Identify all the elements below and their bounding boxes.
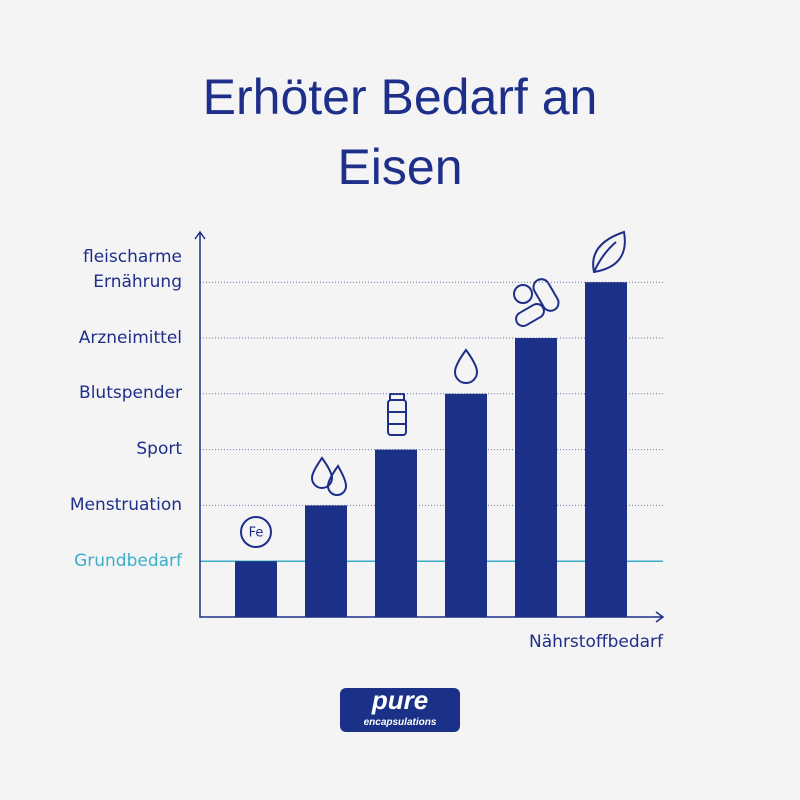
pill-icon <box>513 284 533 304</box>
bottle-icon <box>387 399 407 436</box>
y-tick-label: Menstruation <box>69 494 182 515</box>
chart-title: Erhöter Bedarf an Eisen <box>202 69 598 195</box>
bar <box>515 338 557 617</box>
y-tick-label: Grundbedarf <box>74 550 182 571</box>
pill-icon <box>515 303 545 327</box>
bar <box>235 561 277 617</box>
leaf-icon <box>592 230 626 274</box>
iron-icon <box>240 516 272 548</box>
axes <box>199 232 663 618</box>
drop-icon <box>453 348 479 384</box>
x-axis-label: Nährstoffbedarf <box>529 632 664 652</box>
logo-tagline: encapsulations <box>364 717 437 728</box>
bottle-icon <box>388 393 406 425</box>
bar <box>585 282 627 617</box>
y-tick-label: Sport <box>136 439 182 460</box>
icons <box>240 230 626 548</box>
drop-icon <box>326 464 348 496</box>
drop-icon <box>310 456 334 489</box>
bar <box>445 393 487 617</box>
annotation: Fe <box>249 526 264 541</box>
bar <box>375 449 417 617</box>
logo <box>340 688 460 732</box>
bar <box>305 505 347 617</box>
logo-name: pure <box>371 685 428 715</box>
title-box: Erhöter Bedarf an Eisen <box>0 62 800 202</box>
axis-arrow <box>194 230 665 623</box>
y-tick-label: Blutspender <box>79 383 182 404</box>
pill-icon <box>532 278 560 312</box>
y-tick-label: Arzneimittel <box>78 327 182 348</box>
y-tick-label: fleischarme Ernährung <box>83 247 182 293</box>
